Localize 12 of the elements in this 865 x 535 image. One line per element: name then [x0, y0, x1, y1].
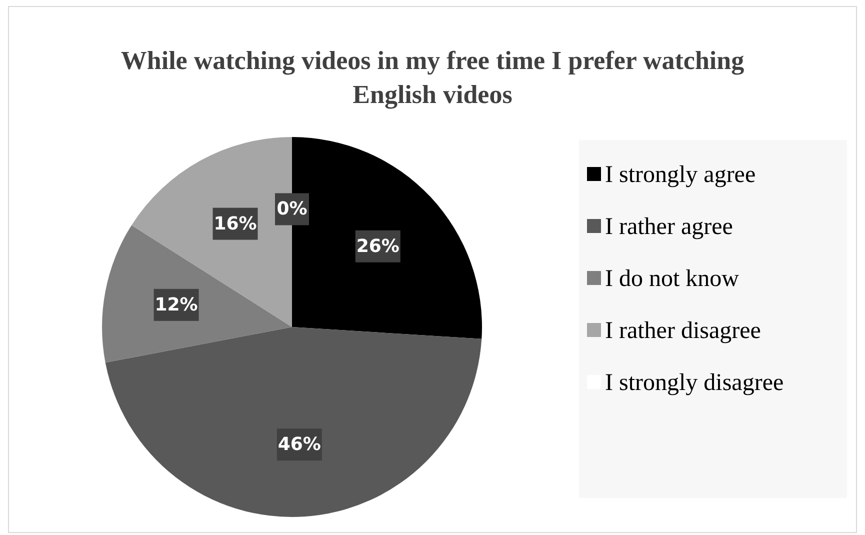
data-label: 46%: [278, 434, 321, 456]
legend-label: I rather disagree: [605, 317, 762, 346]
legend-label: I strongly agree: [605, 161, 757, 190]
legend-label: I strongly disagree: [605, 369, 785, 398]
data-label: 12%: [154, 294, 198, 316]
data-label: 16%: [214, 213, 257, 234]
data-label: 26%: [356, 236, 400, 257]
legend-label: I rather agree: [605, 213, 734, 242]
pie-slice: [105, 327, 482, 517]
chart-title: While watching videos in my free time I prefer watching English videos: [120, 45, 746, 111]
text: 0%: [276, 198, 308, 220]
legend-label: I do not know: [605, 265, 740, 294]
